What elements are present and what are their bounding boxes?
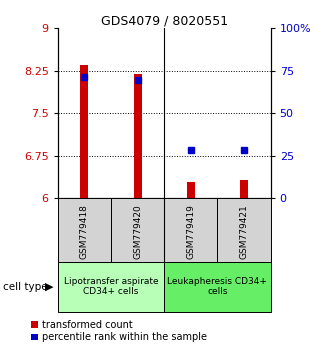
- Bar: [217, 198, 271, 262]
- Text: ▶: ▶: [45, 282, 53, 292]
- Legend: transformed count, percentile rank within the sample: transformed count, percentile rank withi…: [31, 320, 207, 342]
- Bar: [58, 198, 111, 262]
- Text: GSM779421: GSM779421: [240, 204, 248, 259]
- Bar: [111, 198, 164, 262]
- Bar: [164, 262, 271, 312]
- Text: Lipotransfer aspirate
CD34+ cells: Lipotransfer aspirate CD34+ cells: [64, 277, 158, 296]
- Text: GSM779418: GSM779418: [80, 204, 89, 259]
- Bar: [240, 179, 248, 198]
- Text: Leukapheresis CD34+
cells: Leukapheresis CD34+ cells: [167, 277, 267, 296]
- Title: GDS4079 / 8020551: GDS4079 / 8020551: [101, 14, 228, 27]
- Bar: [134, 74, 142, 198]
- Bar: [187, 182, 195, 198]
- Text: GSM779419: GSM779419: [186, 204, 195, 259]
- Bar: [164, 198, 217, 262]
- Bar: [81, 65, 88, 198]
- Text: cell type: cell type: [3, 282, 48, 292]
- Bar: [58, 262, 164, 312]
- Text: GSM779420: GSM779420: [133, 204, 142, 259]
